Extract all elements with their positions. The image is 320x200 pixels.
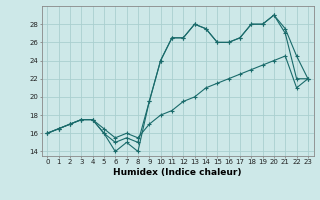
X-axis label: Humidex (Indice chaleur): Humidex (Indice chaleur): [113, 168, 242, 177]
